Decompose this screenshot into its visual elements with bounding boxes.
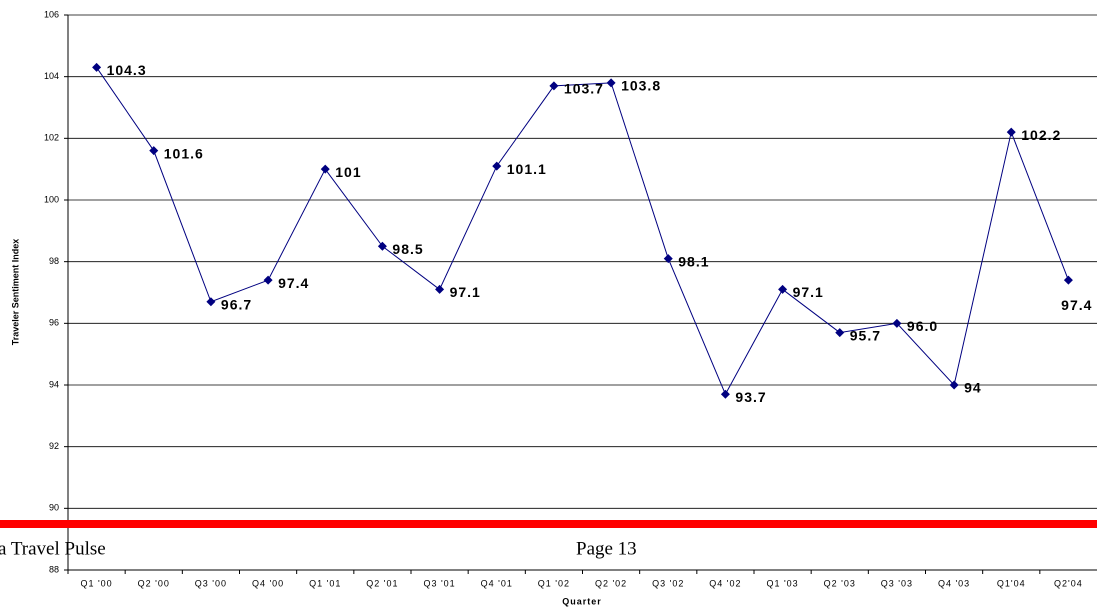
x-tick-label: Q4 '01 [481, 578, 513, 588]
x-tick-label: Q3 '02 [652, 578, 684, 588]
marker [435, 284, 445, 294]
data-label: 101 [335, 164, 361, 180]
marker [492, 161, 502, 171]
x-tick-label: Q1 '01 [309, 578, 341, 588]
data-label: 98.1 [678, 253, 709, 269]
x-tick-label: Q1'04 [997, 578, 1026, 588]
x-tick-label: Q2 '00 [138, 578, 170, 588]
data-label: 104.3 [107, 62, 147, 78]
data-label: 97.1 [450, 284, 481, 300]
data-label: 93.7 [735, 389, 766, 405]
marker [949, 380, 959, 390]
marker [206, 297, 216, 307]
y-tick-label: 102 [44, 133, 59, 143]
y-tick-label: 90 [49, 503, 59, 513]
x-tick-label: Q2 '01 [366, 578, 398, 588]
marker [1006, 127, 1016, 137]
y-tick-label: 92 [49, 441, 59, 451]
x-tick-label: Q1 '02 [538, 578, 570, 588]
y-tick-label: 98 [49, 256, 59, 266]
data-label: 103.7 [564, 81, 604, 97]
data-label: 96.0 [907, 318, 938, 334]
data-label: 101.6 [164, 145, 204, 161]
marker [263, 275, 273, 285]
data-label: 102.2 [1021, 127, 1061, 143]
marker [92, 62, 102, 72]
page-divider [0, 520, 1097, 528]
x-tick-label: Q1 '00 [80, 578, 112, 588]
x-axis-label: Quarter [562, 596, 602, 606]
series-line [96, 67, 1069, 396]
data-label: 95.7 [850, 327, 881, 343]
x-tick-label: Q1 '03 [766, 578, 798, 588]
x-tick-label: Q3 '00 [195, 578, 227, 588]
marker [778, 284, 788, 294]
data-label: 97.4 [1061, 297, 1092, 313]
footer-left: a Travel Pulse [0, 538, 106, 559]
marker [320, 164, 330, 174]
marker [149, 146, 159, 156]
y-tick-label: 96 [49, 318, 59, 328]
data-label: 103.8 [621, 78, 661, 94]
footer-page: Page 13 [576, 538, 637, 559]
y-tick-label: 104 [44, 71, 59, 81]
marker [377, 241, 387, 251]
marker [1063, 275, 1073, 285]
x-tick-label: Q4 '00 [252, 578, 284, 588]
x-tick-label: Q3 '03 [881, 578, 913, 588]
x-tick-label: Q4 '02 [709, 578, 741, 588]
data-label: 98.5 [392, 241, 423, 257]
marker [835, 328, 845, 338]
y-tick-label: 88 [49, 564, 59, 574]
y-tick-label: 94 [49, 379, 59, 389]
x-tick-label: Q3 '01 [423, 578, 455, 588]
marker [549, 81, 559, 91]
x-tick-label: Q2 '02 [595, 578, 627, 588]
marker [606, 78, 616, 88]
y-tick-label: 106 [44, 9, 59, 19]
marker [663, 254, 673, 264]
marker [892, 318, 902, 328]
data-label: 97.4 [278, 275, 309, 291]
data-label: 97.1 [793, 284, 824, 300]
y-tick-label: 100 [44, 194, 59, 204]
data-label: 94 [964, 380, 982, 396]
data-label: 96.7 [221, 296, 252, 312]
x-tick-label: Q4 '03 [938, 578, 970, 588]
x-tick-label: Q2'04 [1054, 578, 1083, 588]
data-label: 101.1 [507, 161, 547, 177]
marker [720, 389, 730, 399]
x-tick-label: Q2 '03 [824, 578, 856, 588]
y-axis-label: Traveler Sentiment Index [10, 239, 20, 346]
